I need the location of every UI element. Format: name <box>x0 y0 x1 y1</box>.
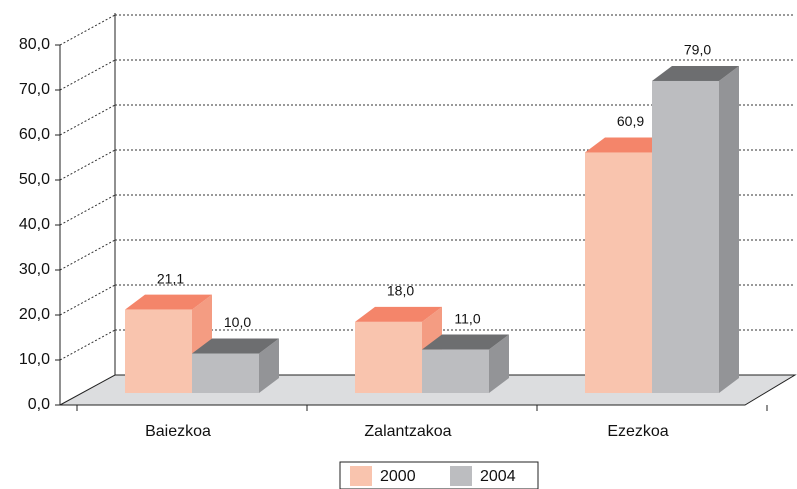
legend-swatch <box>350 466 372 486</box>
bar <box>652 80 719 393</box>
y-tick-label: 10,0 <box>19 351 50 368</box>
grid-line <box>59 14 116 46</box>
y-tick-label: 40,0 <box>19 216 50 233</box>
data-label: 79,0 <box>684 42 711 58</box>
bar-top <box>355 306 442 322</box>
grid-line <box>59 329 116 361</box>
bar <box>125 309 192 393</box>
grid-line <box>59 149 116 181</box>
y-tick-label: 20,0 <box>19 306 50 323</box>
x-tick-label: Zalantzakoa <box>364 423 451 440</box>
bar <box>355 321 422 393</box>
legend-label: 2004 <box>480 468 516 485</box>
bar-top <box>125 294 212 310</box>
y-tick-label: 0,0 <box>28 396 50 413</box>
bar <box>422 349 489 393</box>
y-tick-label: 30,0 <box>19 261 50 278</box>
x-tick-label: Ezezkoa <box>607 423 668 440</box>
bar-side <box>719 65 739 393</box>
bar-top <box>192 338 279 354</box>
grid-line <box>59 194 116 226</box>
bar-side <box>489 334 509 393</box>
bar-top <box>652 65 739 81</box>
y-tick-label: 60,0 <box>19 126 50 143</box>
legend-swatch <box>450 466 472 486</box>
grid-line <box>59 104 116 136</box>
x-tick-label: Baiezkoa <box>145 423 211 440</box>
bar <box>585 152 652 393</box>
bar-top <box>422 334 509 350</box>
y-tick-label: 50,0 <box>19 171 50 188</box>
data-label: 11,0 <box>454 310 480 326</box>
grid-line <box>59 59 116 91</box>
data-label: 21,1 <box>157 270 184 286</box>
data-label: 18,0 <box>387 283 414 299</box>
grid-line <box>59 239 116 271</box>
y-tick-label: 70,0 <box>19 81 50 98</box>
data-label: 10,0 <box>224 314 251 330</box>
bar-top <box>585 137 672 153</box>
legend-box <box>339 461 539 489</box>
y-tick-label: 80,0 <box>19 36 50 53</box>
bar-side <box>259 338 279 393</box>
grid-line <box>59 284 116 316</box>
bar <box>192 353 259 393</box>
legend-label: 2000 <box>380 468 416 485</box>
data-label: 60,9 <box>617 113 644 129</box>
